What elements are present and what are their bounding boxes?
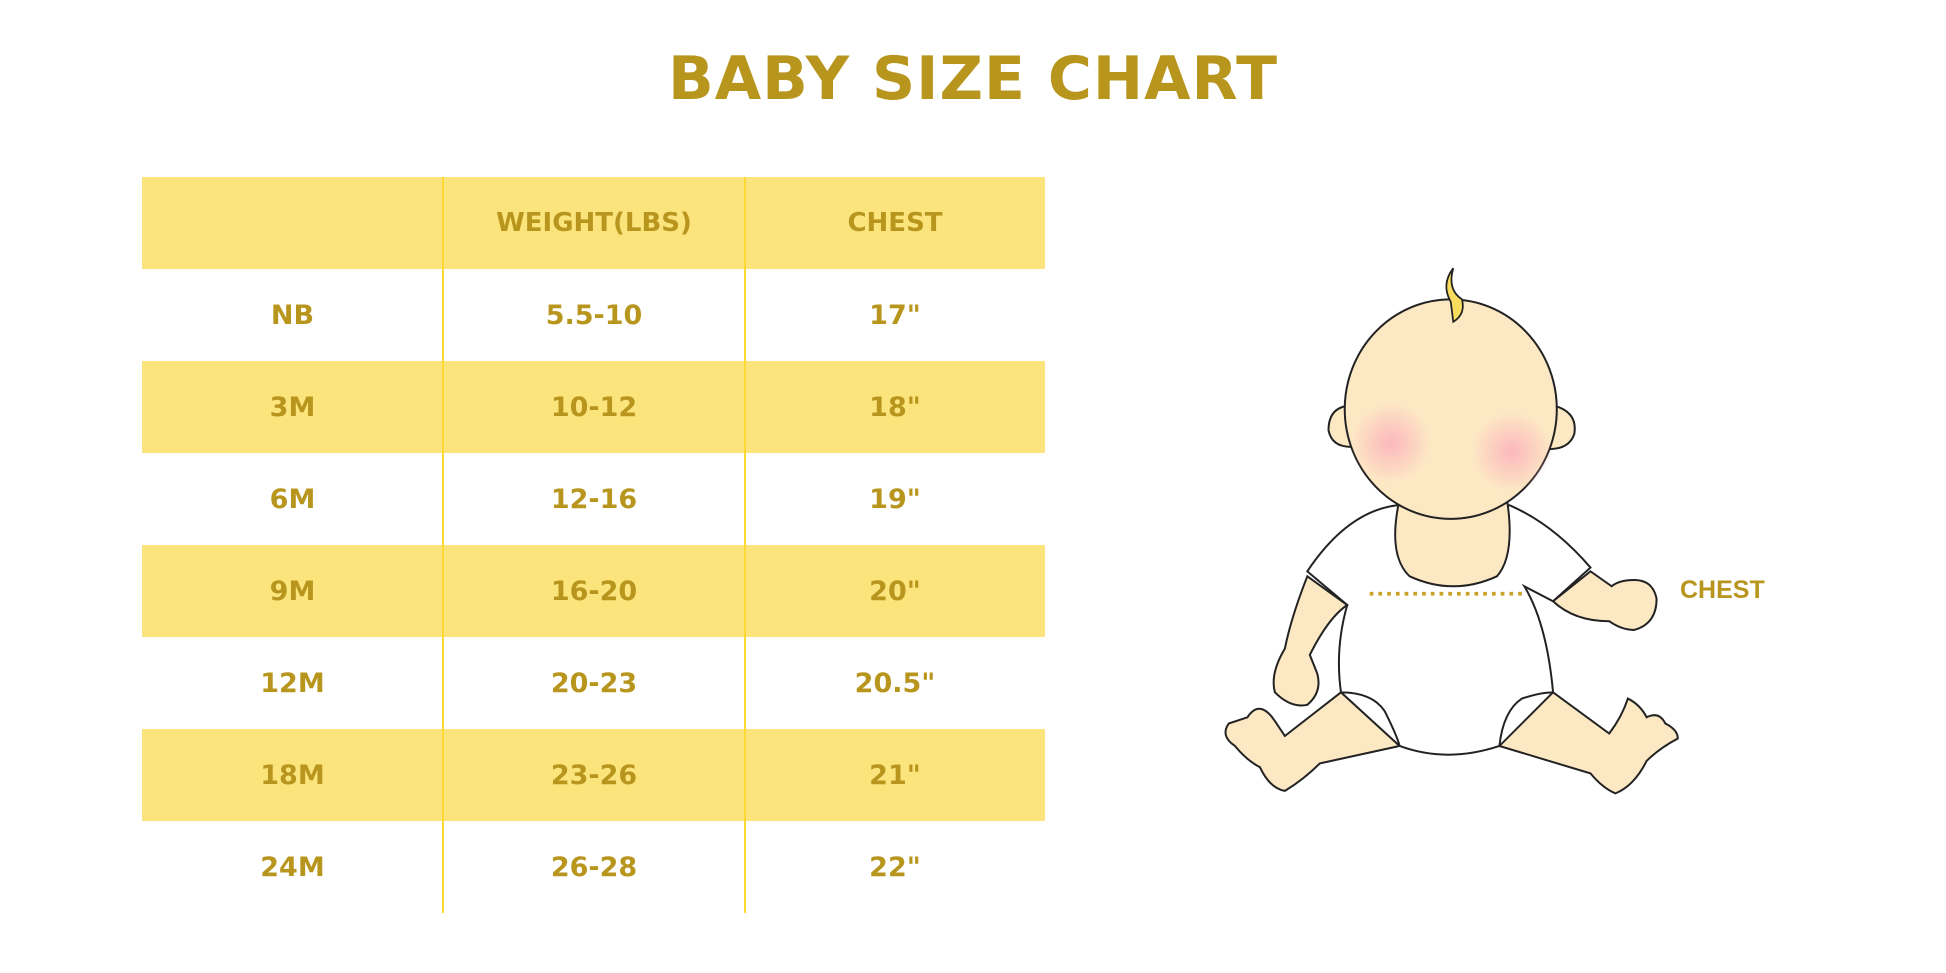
table-row: 24M 26-28 22" (142, 821, 1045, 913)
chest-cell: 20" (869, 575, 921, 607)
column-divider (744, 177, 746, 913)
chest-cell: 17" (869, 299, 921, 331)
size-cell: 12M (260, 667, 325, 699)
weight-cell: 26-28 (550, 851, 638, 883)
table-row: 12M 20-23 20.5" (142, 637, 1045, 729)
chest-cell: 20.5" (854, 667, 936, 699)
table-row: 9M 16-20 20" (142, 545, 1045, 637)
chest-cell: 22" (869, 851, 921, 883)
header-cell: WEIGHT(LBS) (496, 208, 692, 238)
size-cell: 6M (269, 483, 316, 515)
weight-cell: 12-16 (550, 483, 638, 515)
size-cell: 9M (269, 575, 316, 607)
chest-cell: 18" (869, 391, 921, 423)
weight-cell: 20-23 (550, 667, 638, 699)
header-cell: CHEST (847, 208, 943, 238)
table-row: 18M 23-26 21" (142, 729, 1045, 821)
weight-cell: 10-12 (550, 391, 638, 423)
chest-label: CHEST (1680, 576, 1765, 604)
table-row: 6M 12-16 19" (142, 453, 1045, 545)
size-cell: 24M (260, 851, 325, 883)
size-cell: 3M (269, 391, 316, 423)
column-divider (442, 177, 444, 913)
page-title: BABY SIZE CHART (668, 44, 1278, 114)
size-table: WEIGHT(LBS) CHEST NB 5.5-10 17" 3M 10-12 18" 6… (142, 177, 1045, 913)
weight-cell: 16-20 (550, 575, 638, 607)
size-cell: NB (270, 299, 315, 331)
table-row: 3M 10-12 18" (142, 361, 1045, 453)
table-header: WEIGHT(LBS) CHEST (142, 177, 1045, 269)
weight-cell: 5.5-10 (545, 299, 643, 331)
chest-cell: 19" (869, 483, 921, 515)
chest-cell: 21" (869, 759, 921, 791)
size-cell: 18M (260, 759, 325, 791)
weight-cell: 23-26 (550, 759, 638, 791)
table-row: NB 5.5-10 17" (142, 269, 1045, 361)
